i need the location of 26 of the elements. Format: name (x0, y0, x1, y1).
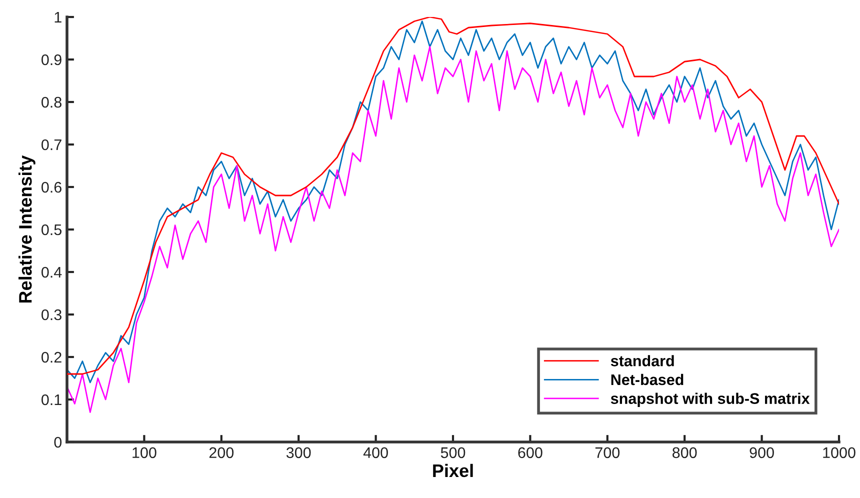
y-tick-label: 1 (54, 12, 62, 23)
y-tick-label: 0.8 (42, 96, 62, 108)
x-tick-label: 800 (672, 447, 697, 458)
y-tick-label: 0.6 (42, 182, 62, 193)
x-tick-label: 200 (209, 447, 234, 458)
x-tick-label: 400 (363, 447, 388, 458)
x-tick-label: 900 (750, 447, 774, 458)
x-tick-label: 600 (518, 447, 542, 458)
x-axis-title: Pixel (433, 464, 473, 478)
x-tick-label: 500 (440, 447, 466, 458)
y-tick-label: 0.2 (42, 352, 62, 363)
x-tick-label: 100 (132, 447, 156, 458)
y-tick-label: 0.9 (42, 54, 62, 66)
x-tick-label: 300 (286, 447, 311, 458)
y-tick-label: 0.3 (42, 309, 62, 320)
y-tick-label: 0 (54, 436, 62, 448)
y-tick-label: 0.4 (42, 266, 62, 278)
y-tick-label: 0.7 (42, 139, 62, 150)
y-tick-label: 0.1 (42, 394, 62, 406)
legend-label: standard (610, 355, 674, 366)
legend-label: snapshot with sub-S matrix (610, 392, 810, 407)
x-tick-label: 700 (595, 447, 620, 458)
legend-label: Net-based (611, 374, 684, 386)
x-tick-label: 1000 (823, 447, 856, 458)
y-axis-title: Relative Intensity (18, 155, 36, 303)
y-tick-label: 0.5 (42, 224, 62, 236)
